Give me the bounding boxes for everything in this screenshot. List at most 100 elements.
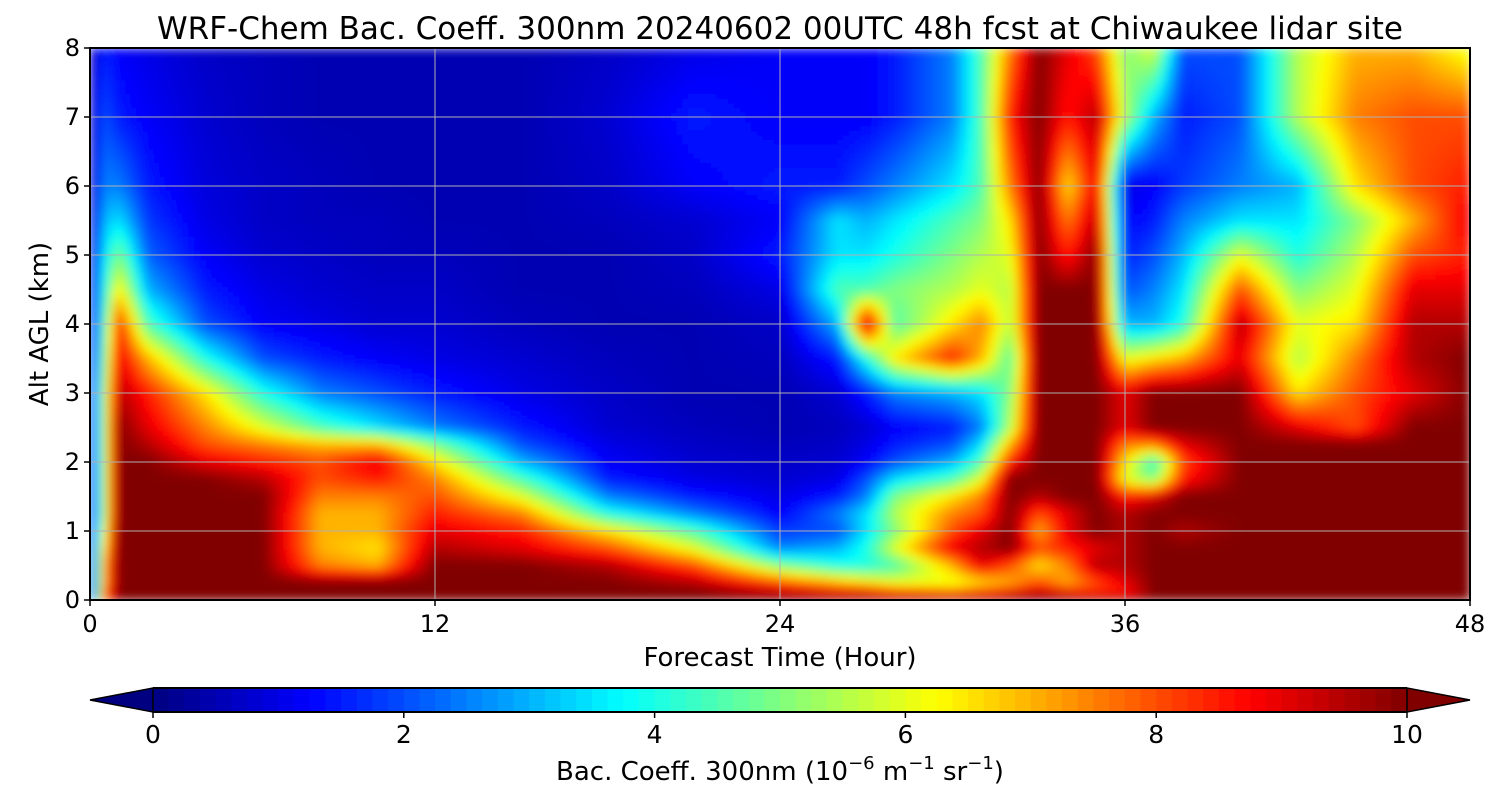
heatmap-cell — [280, 122, 287, 127]
heatmap-cell — [1033, 66, 1040, 71]
heatmap-cell — [1407, 66, 1414, 71]
heatmap-cell — [1142, 122, 1149, 127]
heatmap-cell — [924, 108, 931, 113]
heatmap-cell — [1188, 66, 1195, 71]
heatmap-cell — [1131, 103, 1138, 108]
heatmap-cell — [176, 117, 183, 122]
heatmap-cell — [280, 135, 287, 140]
heatmap-cell — [119, 108, 126, 113]
heatmap-cell — [1424, 80, 1431, 85]
heatmap-cell — [257, 103, 264, 108]
heatmap-cell — [487, 126, 494, 131]
heatmap-cell — [780, 94, 787, 99]
heatmap-cell — [153, 103, 160, 108]
heatmap-cell — [274, 66, 281, 71]
heatmap-cell — [717, 99, 724, 104]
heatmap-cell — [510, 62, 517, 67]
heatmap-cell — [1073, 62, 1080, 67]
heatmap-cell — [815, 57, 822, 62]
heatmap-cell — [1309, 117, 1316, 122]
heatmap-cell — [544, 122, 551, 127]
heatmap-cell — [1275, 76, 1282, 81]
heatmap-cell — [1085, 122, 1092, 127]
heatmap-cell — [1418, 103, 1425, 108]
heatmap-cell — [424, 135, 431, 140]
heatmap-cell — [797, 76, 804, 81]
heatmap-cell — [671, 117, 678, 122]
heatmap-cell — [746, 76, 753, 81]
heatmap-cell — [734, 103, 741, 108]
heatmap-cell — [556, 135, 563, 140]
heatmap-cell — [763, 80, 770, 85]
heatmap-cell — [987, 94, 994, 99]
heatmap-cell — [780, 122, 787, 127]
heatmap-cell — [113, 80, 120, 85]
heatmap-cell — [1453, 66, 1460, 71]
heatmap-cell — [924, 99, 931, 104]
heatmap-cell — [1332, 99, 1339, 104]
heatmap-cell — [884, 135, 891, 140]
heatmap-cell — [119, 94, 126, 99]
heatmap-cell — [516, 140, 523, 145]
heatmap-cell — [1114, 66, 1121, 71]
heatmap-cell — [659, 131, 666, 136]
heatmap-cell — [487, 71, 494, 76]
heatmap-cell — [1010, 140, 1017, 145]
heatmap-cell — [188, 108, 195, 113]
heatmap-cell — [820, 76, 827, 81]
heatmap-cell — [533, 131, 540, 136]
heatmap-cell — [165, 66, 172, 71]
heatmap-cell — [1453, 80, 1460, 85]
heatmap-cell — [1257, 126, 1264, 131]
heatmap-cell — [1447, 126, 1454, 131]
heatmap-cell — [1303, 108, 1310, 113]
heatmap-cell — [918, 94, 925, 99]
heatmap-cell — [1372, 135, 1379, 140]
heatmap-cell — [355, 103, 362, 108]
heatmap-cell — [1395, 76, 1402, 81]
heatmap-cell — [1188, 57, 1195, 62]
heatmap-cell — [349, 80, 356, 85]
heatmap-cell — [740, 103, 747, 108]
heatmap-cell — [671, 76, 678, 81]
heatmap-cell — [1091, 126, 1098, 131]
heatmap-cell — [573, 94, 580, 99]
heatmap-cell — [941, 66, 948, 71]
heatmap-cell — [257, 76, 264, 81]
heatmap-cell — [1091, 99, 1098, 104]
heatmap-cell — [458, 62, 465, 67]
heatmap-cell — [705, 89, 712, 94]
chart-title: WRF-Chem Bac. Coeff. 300nm 20240602 00UT… — [157, 11, 1403, 47]
heatmap-cell — [222, 99, 229, 104]
heatmap-cell — [1332, 108, 1339, 113]
heatmap-cell — [642, 103, 649, 108]
heatmap-cell — [1194, 117, 1201, 122]
heatmap-cell — [383, 76, 390, 81]
heatmap-cell — [855, 89, 862, 94]
heatmap-cell — [1154, 140, 1161, 145]
heatmap-cell — [717, 57, 724, 62]
heatmap-cell — [1022, 94, 1029, 99]
heatmap-cell — [1240, 103, 1247, 108]
heatmap-cell — [1338, 122, 1345, 127]
heatmap-cell — [245, 76, 252, 81]
heatmap-cell — [878, 76, 885, 81]
heatmap-cell — [1114, 85, 1121, 90]
heatmap-cell — [360, 122, 367, 127]
heatmap-cell — [153, 85, 160, 90]
heatmap-cell — [395, 66, 402, 71]
heatmap-cell — [861, 117, 868, 122]
heatmap-cell — [1016, 103, 1023, 108]
heatmap-cell — [602, 131, 609, 136]
heatmap-cell — [470, 122, 477, 127]
heatmap-cell — [631, 126, 638, 131]
heatmap-cell — [297, 80, 304, 85]
heatmap-cell — [355, 76, 362, 81]
heatmap-cell — [1372, 126, 1379, 131]
heatmap-cell — [297, 103, 304, 108]
heatmap-cell — [211, 99, 218, 104]
heatmap-cell — [1073, 85, 1080, 90]
heatmap-cell — [843, 140, 850, 145]
heatmap-cell — [1430, 62, 1437, 67]
heatmap-cell — [332, 108, 339, 113]
